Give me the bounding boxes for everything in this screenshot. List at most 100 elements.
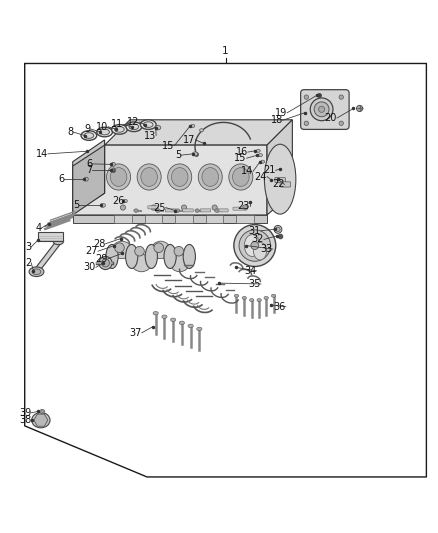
- Ellipse shape: [318, 106, 325, 112]
- Polygon shape: [145, 215, 162, 223]
- Ellipse shape: [171, 167, 188, 187]
- Polygon shape: [206, 215, 223, 223]
- Text: 20: 20: [325, 113, 337, 123]
- Ellipse shape: [151, 241, 170, 259]
- Ellipse shape: [162, 315, 167, 318]
- Ellipse shape: [132, 254, 151, 272]
- Ellipse shape: [100, 129, 110, 135]
- Text: 33: 33: [261, 244, 273, 254]
- Polygon shape: [237, 215, 254, 223]
- Text: 25: 25: [153, 203, 166, 213]
- Ellipse shape: [239, 230, 271, 261]
- Text: 17: 17: [183, 135, 195, 145]
- Ellipse shape: [243, 205, 248, 210]
- Ellipse shape: [164, 245, 176, 269]
- Text: 34: 34: [244, 266, 257, 276]
- Ellipse shape: [310, 98, 333, 120]
- Ellipse shape: [234, 224, 276, 266]
- Ellipse shape: [111, 163, 115, 166]
- Ellipse shape: [257, 298, 261, 302]
- Text: 12: 12: [127, 117, 140, 127]
- Text: 38: 38: [19, 415, 31, 425]
- Ellipse shape: [115, 126, 124, 132]
- Text: 36: 36: [274, 302, 286, 312]
- Text: 39: 39: [19, 408, 31, 418]
- Text: 24: 24: [254, 172, 267, 182]
- Ellipse shape: [191, 124, 195, 127]
- Text: 14: 14: [241, 166, 253, 176]
- Ellipse shape: [154, 243, 163, 253]
- Ellipse shape: [41, 410, 43, 413]
- Ellipse shape: [170, 318, 176, 321]
- Text: 15: 15: [162, 141, 174, 150]
- Ellipse shape: [314, 102, 329, 117]
- Text: 35: 35: [248, 279, 261, 289]
- Ellipse shape: [141, 167, 157, 187]
- Ellipse shape: [129, 124, 139, 130]
- Ellipse shape: [135, 246, 145, 256]
- Ellipse shape: [261, 160, 265, 163]
- Ellipse shape: [181, 205, 187, 210]
- Ellipse shape: [202, 167, 219, 187]
- Ellipse shape: [256, 149, 260, 152]
- Ellipse shape: [153, 311, 158, 315]
- Ellipse shape: [110, 167, 127, 187]
- Ellipse shape: [179, 321, 184, 325]
- Text: 5: 5: [175, 150, 181, 160]
- Ellipse shape: [97, 127, 113, 137]
- Text: 22: 22: [272, 180, 285, 189]
- Ellipse shape: [168, 164, 192, 190]
- Ellipse shape: [141, 120, 156, 130]
- Ellipse shape: [155, 125, 161, 130]
- Ellipse shape: [197, 327, 202, 330]
- Ellipse shape: [264, 296, 268, 300]
- Text: 6: 6: [58, 174, 64, 184]
- Ellipse shape: [32, 413, 50, 428]
- Polygon shape: [73, 140, 105, 215]
- Ellipse shape: [274, 225, 282, 233]
- Ellipse shape: [192, 152, 198, 156]
- Text: 28: 28: [93, 239, 106, 249]
- Ellipse shape: [102, 259, 110, 267]
- Ellipse shape: [272, 294, 276, 297]
- Text: 1: 1: [222, 46, 229, 56]
- Ellipse shape: [84, 177, 88, 181]
- Text: 5: 5: [73, 200, 79, 211]
- Ellipse shape: [250, 298, 254, 302]
- Text: 4: 4: [35, 223, 41, 233]
- FancyBboxPatch shape: [200, 209, 211, 212]
- Text: 3: 3: [25, 242, 31, 252]
- Text: 32: 32: [251, 235, 264, 245]
- Ellipse shape: [123, 199, 127, 203]
- Ellipse shape: [215, 209, 219, 212]
- Ellipse shape: [39, 409, 45, 414]
- FancyBboxPatch shape: [300, 90, 349, 130]
- FancyBboxPatch shape: [218, 209, 228, 212]
- Text: 2: 2: [25, 258, 31, 268]
- Ellipse shape: [126, 245, 138, 269]
- Polygon shape: [73, 145, 105, 215]
- Text: 15: 15: [234, 153, 247, 163]
- FancyBboxPatch shape: [165, 209, 176, 212]
- Ellipse shape: [145, 245, 157, 269]
- Ellipse shape: [200, 129, 204, 132]
- Ellipse shape: [170, 254, 189, 272]
- Text: 18: 18: [271, 115, 283, 125]
- Ellipse shape: [81, 131, 97, 140]
- Text: 10: 10: [96, 122, 108, 132]
- Ellipse shape: [233, 167, 249, 187]
- Text: 26: 26: [112, 196, 124, 206]
- Text: 13: 13: [144, 131, 156, 141]
- Polygon shape: [105, 120, 292, 145]
- Ellipse shape: [195, 209, 199, 212]
- Text: 16: 16: [236, 147, 248, 157]
- Text: 6: 6: [86, 159, 92, 169]
- Ellipse shape: [53, 238, 64, 245]
- Ellipse shape: [357, 106, 363, 111]
- Text: 11: 11: [111, 119, 123, 129]
- FancyBboxPatch shape: [183, 209, 193, 212]
- Text: 23: 23: [237, 201, 250, 211]
- Ellipse shape: [100, 204, 106, 207]
- Ellipse shape: [155, 209, 160, 212]
- Text: 37: 37: [129, 328, 142, 338]
